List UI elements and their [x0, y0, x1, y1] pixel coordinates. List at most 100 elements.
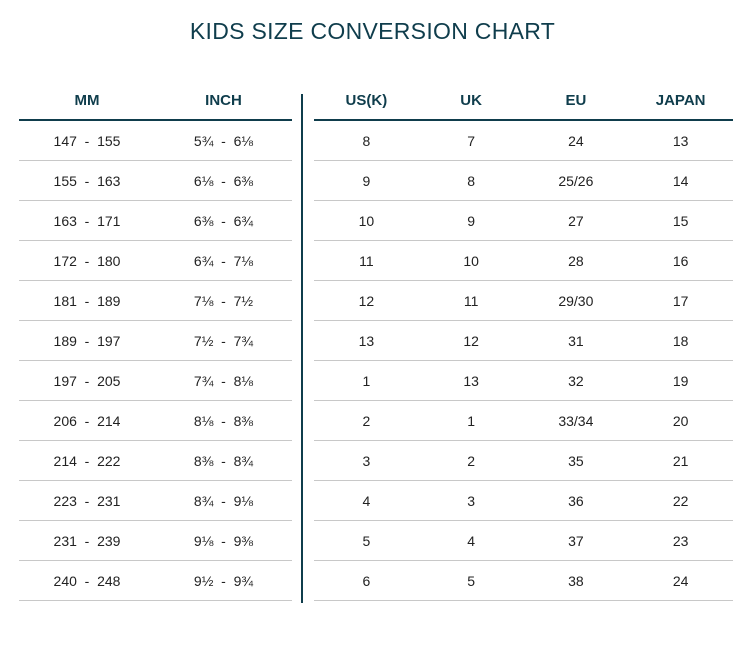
header-uk: UK	[460, 92, 482, 109]
cell-japan: 13	[672, 132, 689, 149]
table-row: 240 - 248 9½ - 9¾	[19, 561, 292, 601]
cell-inch: 6⅛ - 6⅜	[193, 172, 254, 189]
size-header-row: US(K) UK EU JAPAN	[314, 82, 733, 121]
table-row: 189 - 197 7½ - 7¾	[19, 321, 292, 361]
cell-eu: 32	[568, 372, 584, 389]
cell-mm: 214 - 222	[53, 452, 121, 469]
cell-uk: 2	[467, 452, 476, 469]
table-row: 206 - 214 8⅛ - 8⅜	[19, 401, 292, 441]
measurement-rows: 147 - 155 5¾ - 6⅛ 155 - 163 6⅛ - 6⅜ 163 - 17…	[19, 121, 292, 601]
cell-inch: 9⅛ - 9⅜	[193, 532, 254, 549]
cell-eu: 29/30	[558, 292, 594, 309]
cell-inch: 7⅛ - 7½	[193, 292, 254, 309]
table-row: 181 - 189 7⅛ - 7½	[19, 281, 292, 321]
table-divider	[301, 94, 303, 603]
table-row: 10 9 27 15	[314, 201, 733, 241]
table-row: 197 - 205 7¾ - 8⅛	[19, 361, 292, 401]
cell-mm: 223 - 231	[53, 492, 121, 509]
cell-us: 1	[362, 372, 371, 389]
cell-mm: 197 - 205	[53, 372, 121, 389]
table-row: 12 11 29/30 17	[314, 281, 733, 321]
cell-japan: 18	[672, 332, 689, 349]
table-row: 5 4 37 23	[314, 521, 733, 561]
cell-us: 8	[362, 132, 371, 149]
cell-mm: 189 - 197	[53, 332, 121, 349]
cell-eu: 33/34	[558, 412, 594, 429]
cell-uk: 4	[467, 532, 476, 549]
cell-us: 9	[362, 172, 371, 189]
cell-eu: 27	[568, 212, 584, 229]
measurement-table: MM INCH 147 - 155 5¾ - 6⅛ 155 - 163 6⅛ - 6⅜…	[19, 82, 292, 602]
cell-eu: 28	[568, 252, 584, 269]
table-row: 163 - 171 6⅜ - 6¾	[19, 201, 292, 241]
cell-eu: 24	[568, 132, 584, 149]
cell-inch: 7¾ - 8⅛	[193, 372, 254, 389]
cell-us: 2	[362, 412, 371, 429]
cell-uk: 9	[467, 212, 476, 229]
cell-japan: 14	[672, 172, 689, 189]
cell-inch: 8⅛ - 8⅜	[193, 412, 254, 429]
cell-us: 6	[362, 572, 371, 589]
header-inch: INCH	[205, 92, 242, 109]
cell-uk: 12	[463, 332, 479, 349]
cell-mm: 163 - 171	[53, 212, 121, 229]
table-row: 231 - 239 9⅛ - 9⅜	[19, 521, 292, 561]
cell-us: 4	[362, 492, 371, 509]
cell-eu: 36	[568, 492, 584, 509]
cell-inch: 8⅜ - 8¾	[193, 452, 254, 469]
table-row: 9 8 25/26 14	[314, 161, 733, 201]
cell-us: 11	[359, 252, 374, 269]
cell-mm: 147 - 155	[53, 132, 121, 149]
header-eu: EU	[565, 92, 587, 109]
table-row: 2 1 33/34 20	[314, 401, 733, 441]
cell-japan: 20	[672, 412, 689, 429]
header-japan: JAPAN	[655, 92, 706, 109]
cell-us: 5	[362, 532, 371, 549]
cell-inch: 7½ - 7¾	[193, 332, 254, 349]
table-row: 1 13 32 19	[314, 361, 733, 401]
cell-us: 12	[358, 292, 375, 309]
cell-uk: 7	[467, 132, 476, 149]
table-row: 155 - 163 6⅛ - 6⅜	[19, 161, 292, 201]
cell-japan: 19	[672, 372, 689, 389]
cell-japan: 15	[672, 212, 689, 229]
cell-japan: 16	[672, 252, 689, 269]
cell-japan: 22	[672, 492, 689, 509]
cell-mm: 206 - 214	[53, 412, 121, 429]
table-row: 3 2 35 21	[314, 441, 733, 481]
cell-uk: 1	[467, 412, 476, 429]
table-row: 4 3 36 22	[314, 481, 733, 521]
cell-inch: 6⅜ - 6¾	[193, 212, 254, 229]
cell-mm: 181 - 189	[53, 292, 121, 309]
table-row: 8 7 24 13	[314, 121, 733, 161]
size-table: US(K) UK EU JAPAN 8 7 24 13 9 8 25/26 14 10 9 27 15…	[314, 82, 733, 602]
cell-japan: 24	[672, 572, 689, 589]
cell-eu: 38	[568, 572, 584, 589]
cell-eu: 35	[568, 452, 584, 469]
cell-inch: 8¾ - 9⅛	[193, 492, 254, 509]
cell-us: 13	[358, 332, 375, 349]
cell-inch: 9½ - 9¾	[193, 572, 254, 589]
cell-eu: 31	[568, 332, 584, 349]
cell-japan: 17	[672, 292, 689, 309]
cell-uk: 13	[463, 372, 479, 389]
cell-mm: 172 - 180	[53, 252, 121, 269]
cell-us: 10	[358, 212, 375, 229]
table-row: 147 - 155 5¾ - 6⅛	[19, 121, 292, 161]
cell-mm: 240 - 248	[53, 572, 121, 589]
table-row: 223 - 231 8¾ - 9⅛	[19, 481, 292, 521]
cell-uk: 3	[467, 492, 476, 509]
cell-japan: 21	[672, 452, 689, 469]
header-us: US(K)	[345, 92, 388, 109]
cell-uk: 11	[463, 292, 479, 309]
page-title: KIDS SIZE CONVERSION CHART	[189, 18, 556, 44]
measurement-header-row: MM INCH	[19, 82, 292, 121]
cell-eu: 25/26	[558, 172, 594, 189]
table-row: 13 12 31 18	[314, 321, 733, 361]
table-row: 214 - 222 8⅜ - 8¾	[19, 441, 292, 481]
table-row: 172 - 180 6¾ - 7⅛	[19, 241, 292, 281]
cell-uk: 5	[467, 572, 476, 589]
cell-inch: 6¾ - 7⅛	[193, 252, 254, 269]
cell-mm: 155 - 163	[53, 172, 121, 189]
table-row: 11 10 28 16	[314, 241, 733, 281]
